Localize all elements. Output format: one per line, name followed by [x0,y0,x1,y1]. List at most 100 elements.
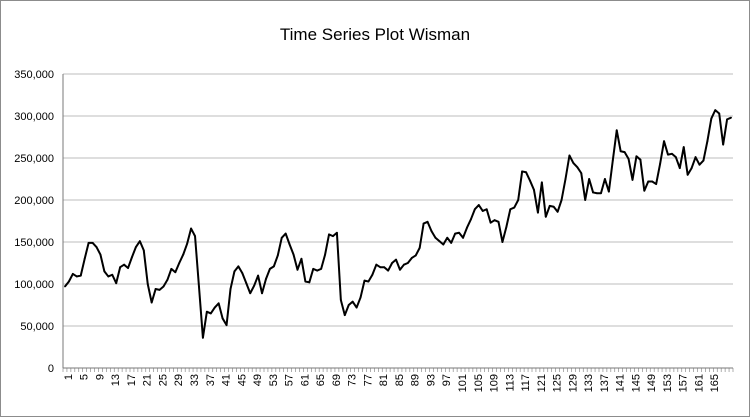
data-point [241,272,244,274]
x-tick-label: 113 [504,374,516,392]
data-point [162,285,165,288]
x-axis: 1 5 9 13 17 21 25 29 33 37 41 45 49 53 57 61 65 69 73 77 81 8… [62,368,734,392]
x-tick-label: 153 [662,374,674,392]
data-point [320,267,323,270]
data-point [202,336,204,339]
data-point [544,215,547,218]
data-point [265,278,267,280]
chart-title: Time Series Plot Wisman [280,25,470,44]
data-point [131,256,133,259]
data-point [391,262,393,264]
data-point [414,254,417,257]
data-point [399,268,401,271]
data-point [722,143,725,146]
data-point [371,273,374,276]
data-point [647,180,650,183]
data-point [410,257,413,259]
data-point [552,205,555,208]
data-point [576,166,579,169]
data-point [300,257,303,260]
data-point [517,199,520,201]
data-point [64,285,66,288]
data-point [71,273,74,275]
data-point [694,156,697,159]
data-point [284,232,287,235]
data-point [312,267,315,270]
data-point [714,109,717,112]
data-point [103,270,106,273]
y-tick-label: 350,000 [14,69,54,81]
x-tick-label: 69 [331,374,343,386]
data-point [513,206,516,209]
data-point [422,222,425,225]
x-tick-label: 165 [709,374,721,392]
data-point [138,240,141,243]
data-point [489,221,492,224]
data-point [272,265,275,268]
data-point [107,275,110,278]
data-point [328,233,330,236]
data-point [99,253,102,256]
data-point [146,283,149,285]
data-point [568,154,571,157]
data-point [690,167,693,169]
data-point [718,112,721,115]
data-point [83,257,86,260]
x-tick-label: 149 [646,374,658,392]
data-point [560,199,563,201]
x-tick-label: 125 [552,374,564,392]
data-point [257,274,259,277]
data-point [631,178,634,181]
x-tick-label: 1 [63,374,75,380]
data-point [584,199,587,201]
x-tick-label: 9 [94,374,106,380]
data-point [537,211,539,214]
data-point [607,190,610,193]
data-point [706,140,709,143]
data-point [600,192,602,195]
data-point [190,227,192,230]
y-tick-label: 200,000 [14,195,54,207]
data-point [509,208,512,211]
data-point [505,225,508,228]
data-point [481,210,484,212]
data-point [154,288,157,290]
x-tick-label: 29 [173,374,185,386]
data-point [178,262,181,264]
x-tick-label: 17 [126,374,138,386]
data-point [182,253,185,256]
data-point [702,159,705,162]
data-point [79,274,82,277]
data-point [343,314,346,316]
data-point [596,192,598,195]
data-point [430,230,433,232]
data-point [387,269,390,272]
data-point [525,171,527,174]
y-tick-label: 50,000 [20,321,54,333]
data-point [261,292,263,295]
data-point [123,263,125,266]
data-point [395,258,397,261]
data-point [308,281,311,284]
data-point [418,246,421,249]
data-point [351,300,354,303]
data-point [375,263,378,266]
y-tick-label: 150,000 [14,237,54,249]
data-point [115,282,118,285]
data-point [363,279,366,282]
data-point [493,219,496,222]
x-tick-label: 141 [615,374,627,392]
data-point [497,220,500,223]
data-point [166,278,169,281]
x-tick-label: 45 [236,374,248,386]
data-point [556,210,559,213]
data-point [249,292,252,295]
data-point [686,173,689,176]
data-point [667,153,669,156]
data-point [529,179,531,182]
data-point [470,218,472,221]
series-line [64,109,732,339]
x-tick-label: 161 [693,374,705,392]
data-point [194,235,196,238]
axes [62,74,733,369]
